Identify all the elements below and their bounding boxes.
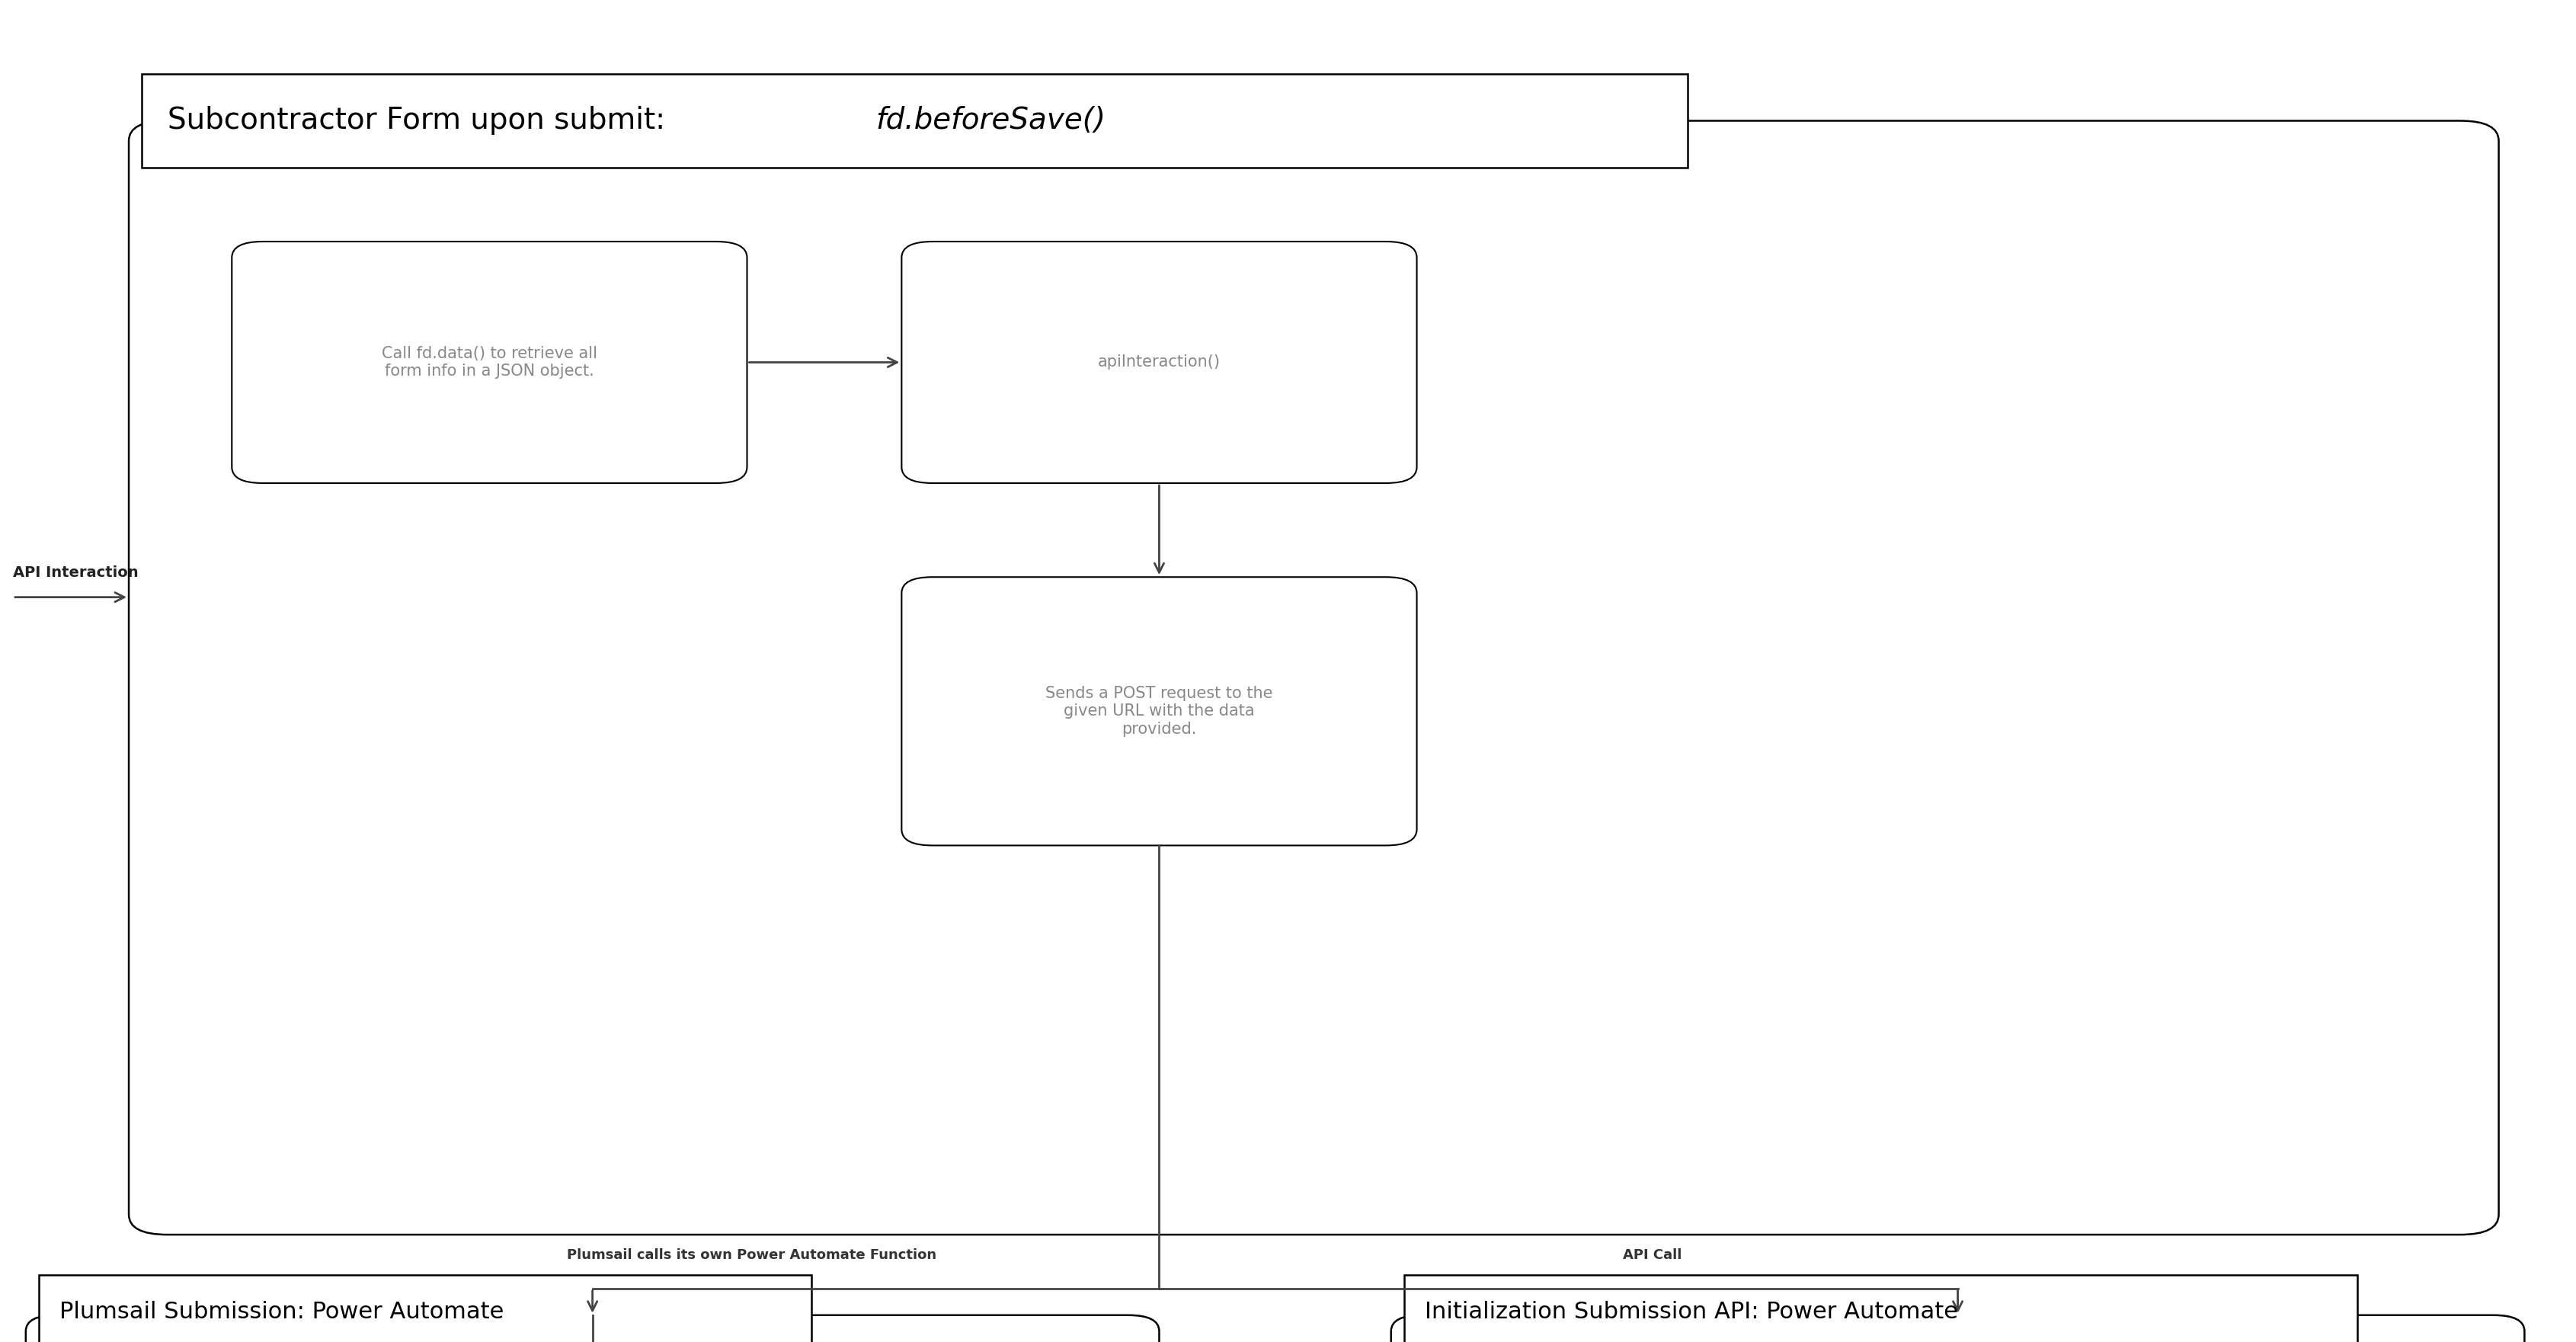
Text: Subcontractor Form upon submit:: Subcontractor Form upon submit: bbox=[167, 106, 675, 136]
Text: API Interaction: API Interaction bbox=[13, 566, 139, 580]
FancyBboxPatch shape bbox=[26, 1315, 1159, 1342]
Text: API Call: API Call bbox=[1623, 1248, 1682, 1261]
Text: Plumsail Submission: Power Automate: Plumsail Submission: Power Automate bbox=[59, 1300, 505, 1323]
FancyBboxPatch shape bbox=[129, 121, 2499, 1235]
Text: apiInteraction(): apiInteraction() bbox=[1097, 354, 1221, 370]
Bar bbox=[1404, 1275, 2357, 1342]
FancyBboxPatch shape bbox=[1391, 1315, 2524, 1342]
Text: Sends a POST request to the
given URL with the data
provided.: Sends a POST request to the given URL wi… bbox=[1046, 686, 1273, 737]
FancyBboxPatch shape bbox=[902, 577, 1417, 845]
Bar bbox=[142, 74, 1687, 168]
Bar bbox=[39, 1275, 811, 1342]
Text: fd.beforeSave(): fd.beforeSave() bbox=[876, 106, 1105, 136]
Text: Plumsail calls its own Power Automate Function: Plumsail calls its own Power Automate Fu… bbox=[567, 1248, 935, 1261]
Text: Call fd.data() to retrieve all
form info in a JSON object.: Call fd.data() to retrieve all form info… bbox=[381, 346, 598, 378]
Text: Initialization Submission API: Power Automate: Initialization Submission API: Power Aut… bbox=[1425, 1300, 1958, 1323]
FancyBboxPatch shape bbox=[902, 242, 1417, 483]
FancyBboxPatch shape bbox=[232, 242, 747, 483]
